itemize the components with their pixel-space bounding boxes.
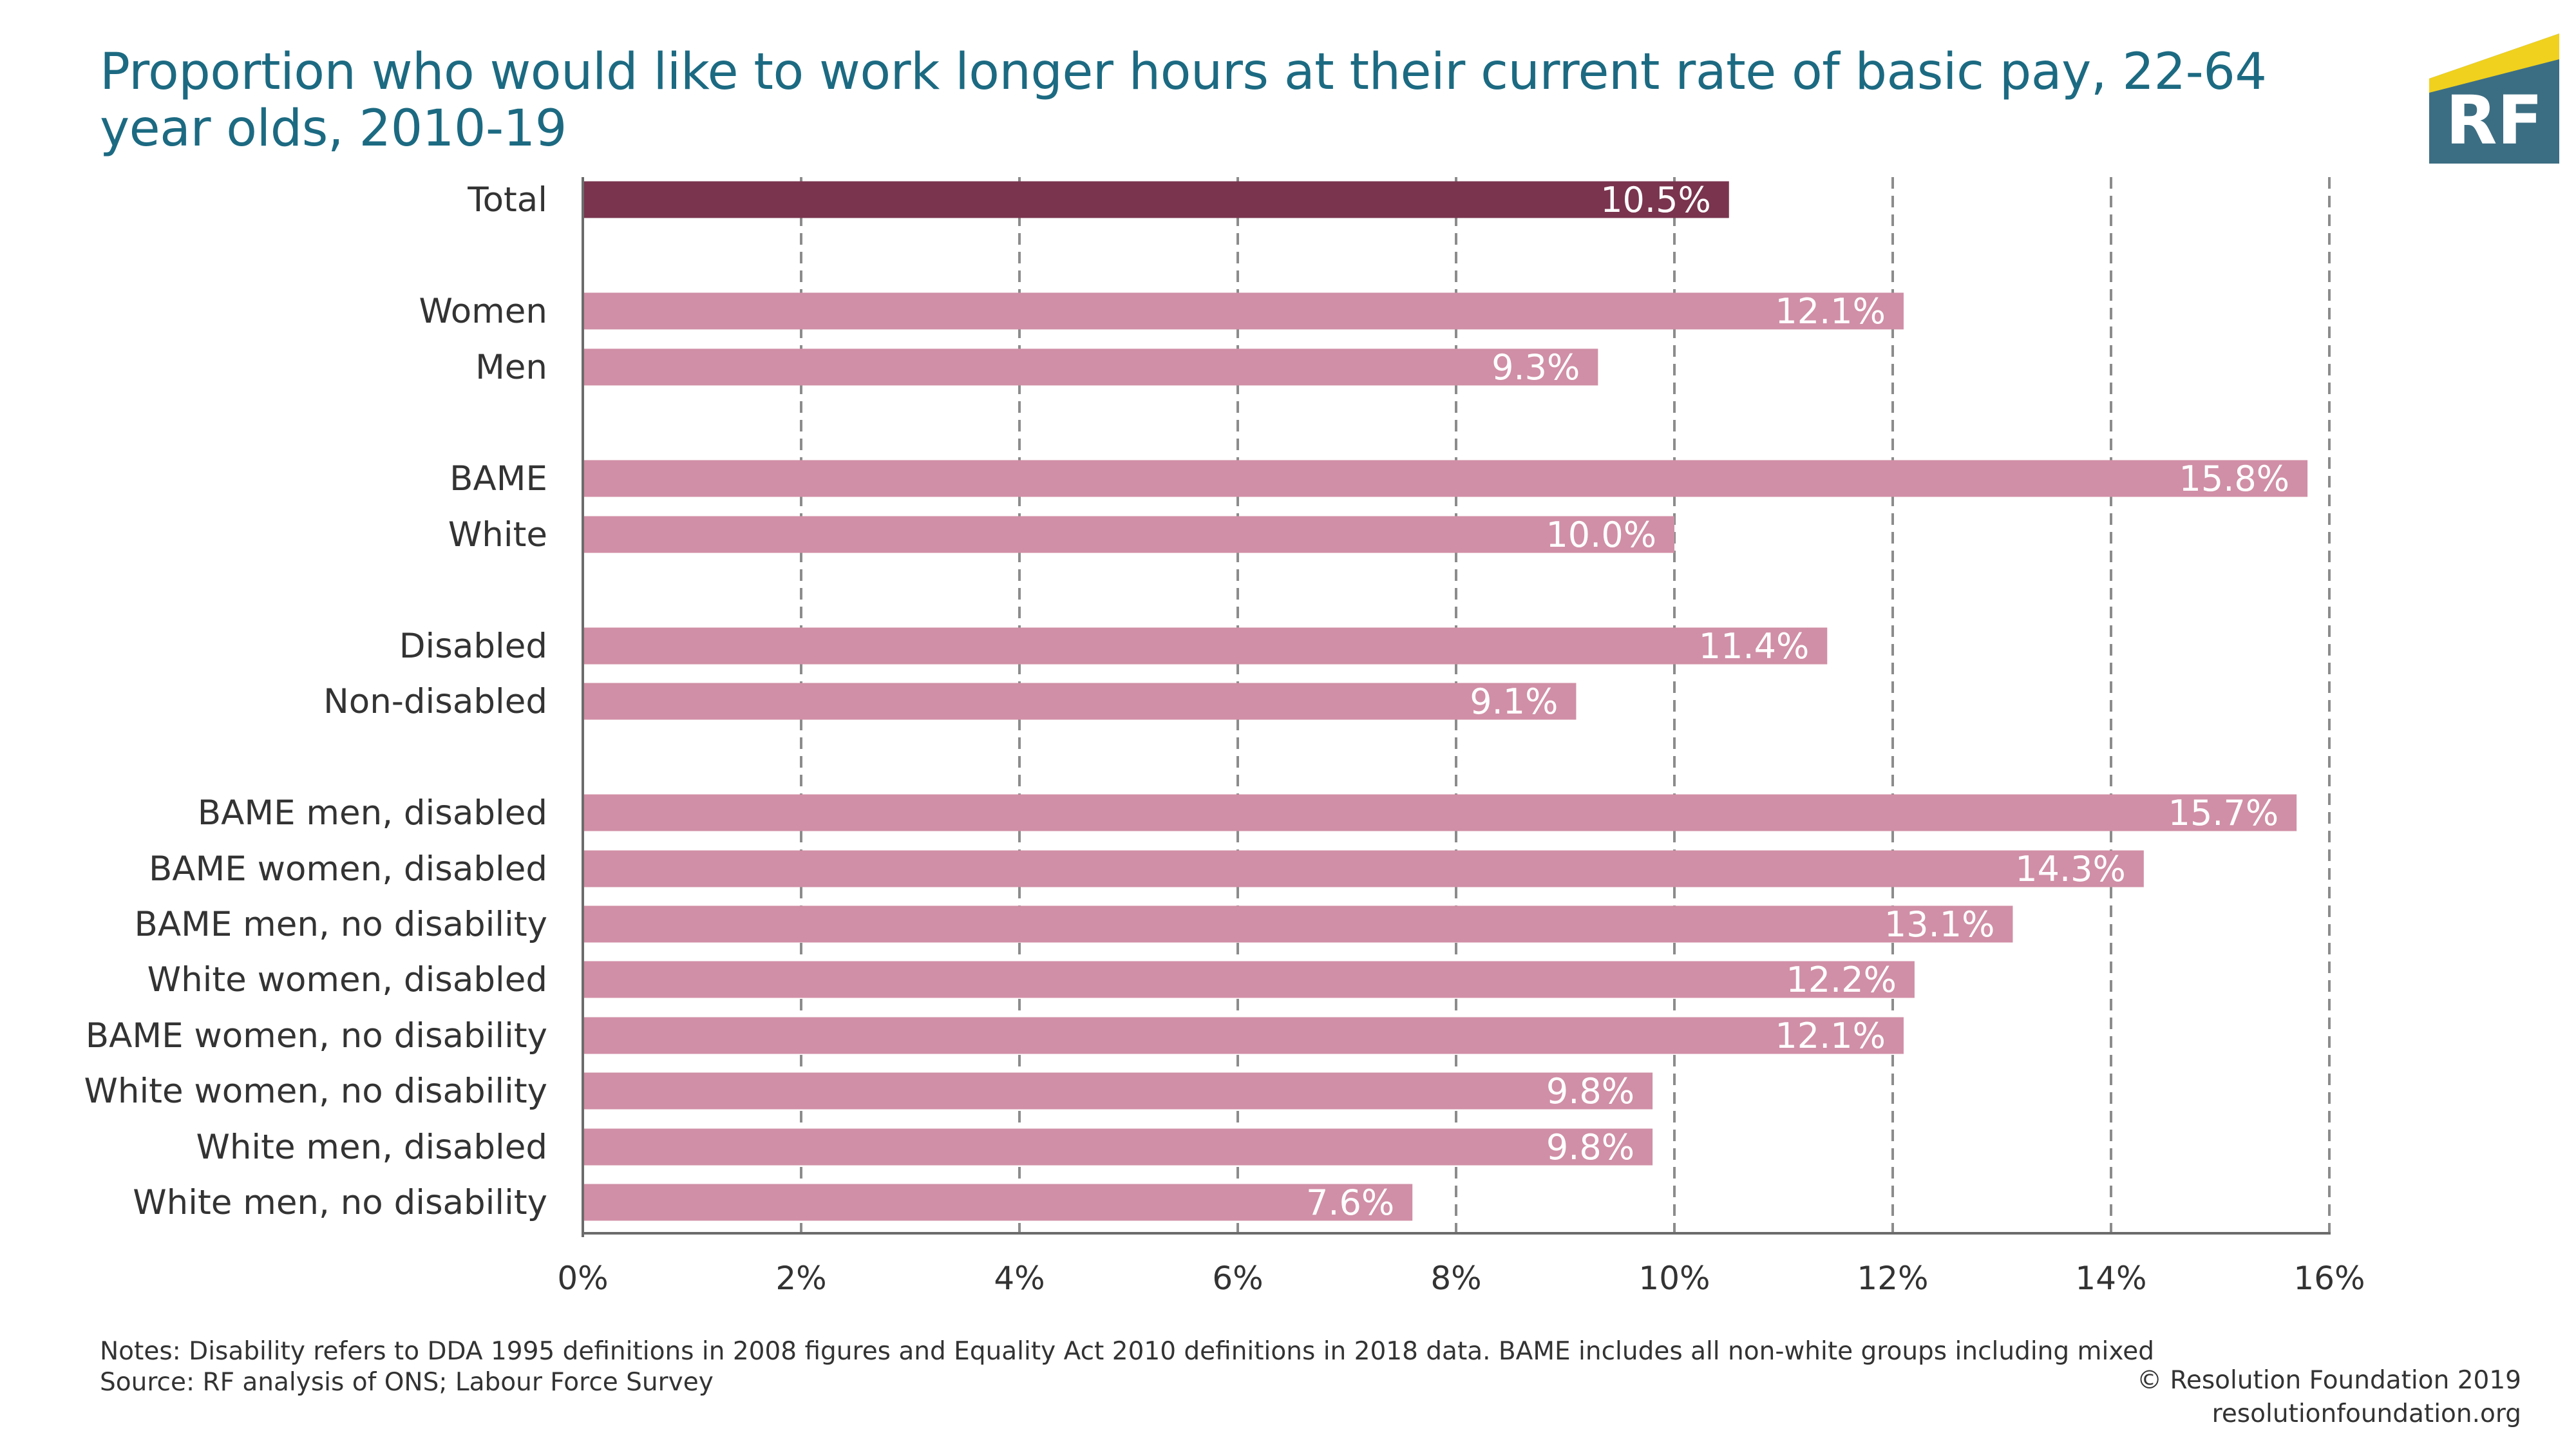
data-label: 7.6% (1306, 1182, 1394, 1223)
category-label: BAME (450, 459, 547, 498)
bar (583, 794, 2297, 831)
x-tick-label: 14% (2075, 1260, 2146, 1297)
category-label: BAME men, no disability (135, 905, 548, 944)
data-label: 12.1% (1775, 291, 1886, 332)
bar (583, 292, 1904, 330)
x-tick-label: 4% (994, 1260, 1045, 1297)
chart-title: Proportion who would like to work longer… (100, 43, 2267, 158)
bar (583, 961, 1915, 998)
category-label: Total (467, 180, 547, 220)
category-label: Non-disabled (323, 682, 547, 721)
bar (583, 850, 2144, 887)
bar (583, 1184, 1413, 1221)
x-tick-label: 2% (775, 1260, 826, 1297)
bar (583, 348, 1598, 386)
logo-text: RF (2445, 81, 2543, 160)
data-label: 9.3% (1492, 347, 1580, 388)
chart-credit: © Resolution Foundation 2019 resolutionf… (2137, 1364, 2521, 1431)
bar (583, 683, 1577, 720)
logo-mark (2429, 33, 2559, 164)
x-tick-label: 12% (1857, 1260, 1928, 1297)
x-tick-label: 6% (1212, 1260, 1263, 1297)
data-label: 15.7% (2168, 793, 2279, 833)
category-label: White men, no disability (133, 1183, 547, 1222)
data-label: 9.8% (1546, 1071, 1634, 1112)
website-link[interactable]: resolutionfoundation.org (2211, 1399, 2521, 1428)
data-label: 9.8% (1546, 1127, 1634, 1168)
notes-text: Notes: Disability refers to DDA 1995 def… (100, 1337, 2154, 1366)
bar (583, 1017, 1904, 1054)
bar (583, 905, 2013, 943)
x-tick-label: 16% (2293, 1260, 2365, 1297)
category-label: BAME women, disabled (149, 849, 547, 889)
bar-chart: 0% 2% 4% 6% 8% 10% 12% 14% 16% Total 10.5% Women 12.… (84, 177, 2365, 1297)
category-label: White men, disabled (196, 1128, 547, 1167)
x-tick-label: 0% (557, 1260, 608, 1297)
data-label: 9.1% (1470, 681, 1558, 722)
data-label: 12.1% (1775, 1016, 1886, 1056)
category-label: White women, disabled (147, 960, 547, 999)
resolution-foundation-logo: RF (2429, 33, 2559, 164)
bar (583, 1128, 1653, 1166)
data-label: 12.2% (1786, 960, 1897, 1000)
data-label: 13.1% (1884, 904, 1995, 945)
bar (583, 181, 1729, 218)
category-label: BAME men, disabled (198, 793, 547, 833)
category-label: BAME women, no disability (86, 1016, 547, 1056)
data-label: 14.3% (2015, 849, 2126, 889)
category-label: Disabled (399, 627, 547, 666)
x-tick-label: 8% (1430, 1260, 1481, 1297)
copyright-text: © Resolution Foundation 2019 (2137, 1366, 2521, 1395)
category-label: White women, no disability (84, 1072, 547, 1111)
chart-notes: Notes: Disability refers to DDA 1995 def… (100, 1336, 2154, 1398)
bar (583, 627, 1828, 665)
x-tick-label: 10% (1638, 1260, 1710, 1297)
category-label: Men (475, 348, 547, 387)
bar (583, 1072, 1653, 1110)
bar (583, 516, 1674, 553)
data-label: 10.5% (1600, 180, 1711, 220)
bar (583, 460, 2308, 497)
category-label: Women (419, 292, 547, 331)
data-label: 10.0% (1546, 515, 1656, 555)
source-text: Source: RF analysis of ONS; Labour Force… (100, 1368, 714, 1397)
category-label: White (448, 515, 547, 554)
data-label: 11.4% (1699, 626, 1810, 667)
data-label: 15.8% (2179, 459, 2290, 499)
